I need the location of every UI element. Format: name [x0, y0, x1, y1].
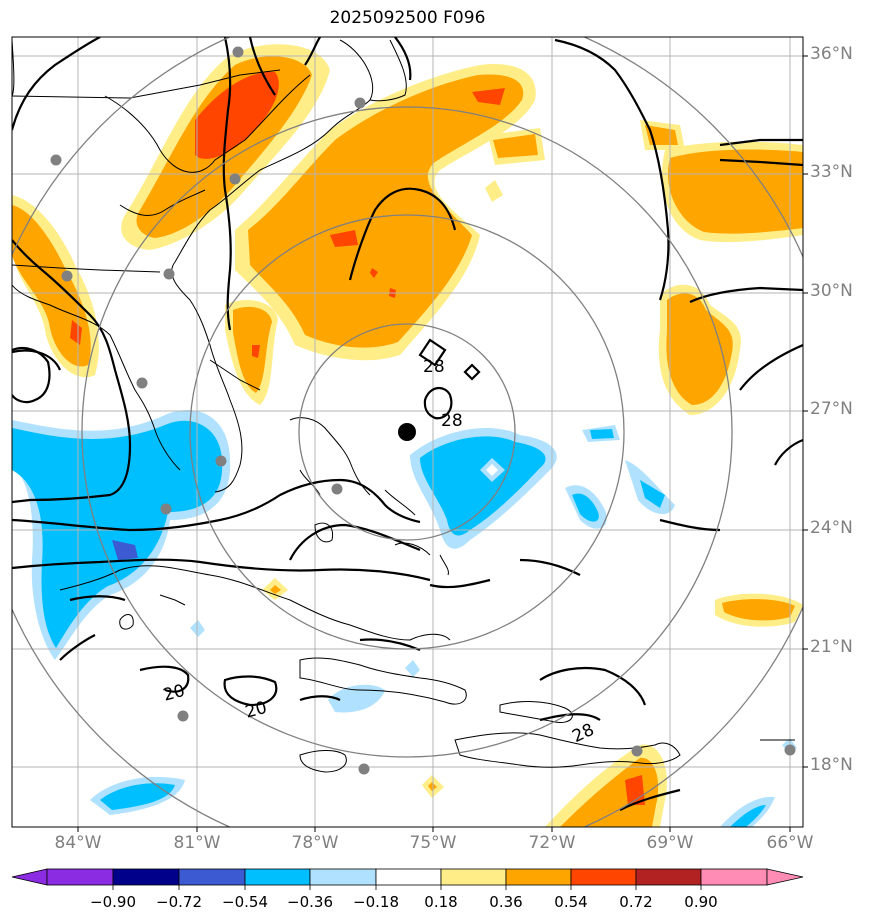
map-title: 2025092500 F096 [329, 8, 486, 28]
contour-label: 28 [441, 411, 463, 431]
colorbar-tick-label: 0.90 [684, 893, 718, 911]
axis-ticks [77, 55, 808, 832]
positive-anomaly-shading [12, 44, 803, 827]
colorbar [11, 868, 804, 890]
colorbar-tick-label: 0.18 [424, 893, 458, 911]
range-rings [12, 37, 803, 827]
lon-tick-label: 81°W [173, 833, 221, 853]
map-plot-area: 28 28 20 20 28 [12, 37, 803, 827]
colorbar-extend-low [11, 868, 48, 886]
lon-tick-label: 78°W [291, 833, 339, 853]
colorbar-tick-label: 0.72 [619, 893, 653, 911]
station-markers [50, 46, 796, 775]
storm-center-marker [398, 423, 416, 441]
contour-lines [12, 37, 803, 811]
colorbar-tick-label: 0.36 [489, 893, 523, 911]
colorbar-tick-label: −0.90 [90, 893, 136, 911]
lat-tick-label: 36°N [810, 44, 853, 64]
lon-tick-label: 75°W [409, 833, 457, 853]
lon-tick-label: 66°W [766, 833, 814, 853]
lat-tick-label: 30°N [810, 281, 853, 301]
lon-tick-label: 72°W [528, 833, 576, 853]
colorbar-tick-label: 0.54 [554, 893, 588, 911]
colorbar-tick-label: −0.54 [222, 893, 268, 911]
colorbar-tick-label: −0.72 [156, 893, 202, 911]
lat-tick-label: 18°N [810, 755, 853, 775]
colorbar-tick-label: −0.36 [287, 893, 333, 911]
map-frame [11, 36, 804, 828]
lat-tick-label: 24°N [810, 518, 853, 538]
lat-tick-label: 27°N [810, 399, 853, 419]
lon-tick-label: 84°W [54, 833, 102, 853]
lat-tick-label: 33°N [810, 162, 853, 182]
contour-label: 28 [423, 357, 445, 377]
colorbar-extend-high [766, 868, 804, 886]
negative-anomaly-shading [12, 410, 797, 827]
lat-tick-label: 21°N [810, 637, 853, 657]
lon-tick-label: 69°W [646, 833, 694, 853]
coastlines [12, 39, 795, 773]
colorbar-tick-label: −0.18 [353, 893, 399, 911]
